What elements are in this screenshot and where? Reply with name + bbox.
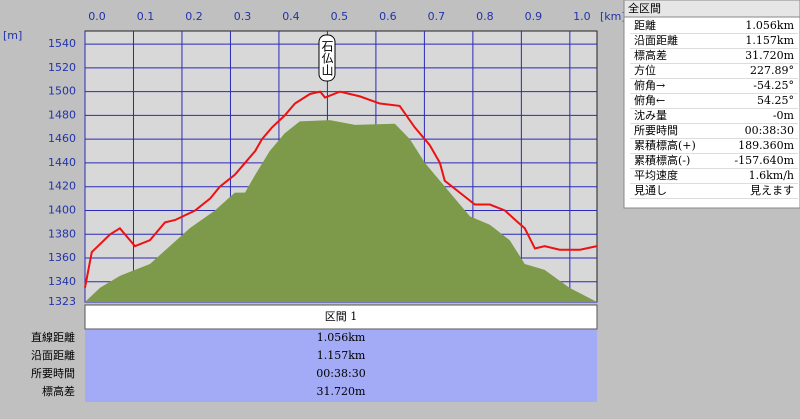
route-line: [84, 90, 598, 288]
summary-title: 全区間: [628, 1, 661, 15]
summary-value: 227.89°: [750, 64, 794, 77]
x-unit: [km]: [600, 10, 626, 23]
section-value: 31.720m: [317, 385, 366, 398]
summary-label: 累積標高(-): [634, 153, 690, 167]
summary-value: -0m: [773, 109, 795, 122]
summary-label: 所要時間: [634, 124, 678, 137]
y-tick-label: 1360: [48, 251, 76, 264]
y-tick-label: 1480: [48, 108, 76, 121]
y-tick-label: 1540: [48, 37, 76, 50]
summary-value: 189.360m: [738, 139, 794, 152]
y-tick-label: 1440: [48, 156, 76, 169]
x-tick-label: 0.4: [282, 10, 300, 23]
x-tick-label: 0.3: [234, 10, 252, 23]
summary-label: 平均速度: [634, 168, 678, 182]
section-label: 直線距離: [31, 330, 75, 344]
x-tick-label: 0.6: [379, 10, 397, 23]
section-label: 所要時間: [31, 367, 75, 380]
section-title: 区間 1: [325, 310, 358, 323]
section-value: 1.056km: [317, 331, 366, 344]
section-value: 1.157km: [317, 349, 366, 362]
y-tick-label: 1380: [48, 227, 76, 240]
section-value: 00:38:30: [316, 367, 365, 380]
summary-label: 沈み量: [634, 108, 667, 122]
terrain-area: [85, 120, 597, 302]
summary-label: 沿面距離: [634, 33, 678, 47]
y-tick-label: 1520: [48, 61, 76, 74]
summary-label: 俯角→: [634, 78, 665, 92]
section-label: 標高差: [42, 384, 75, 398]
x-tick-label: 0.5: [331, 10, 349, 23]
x-tick-label: 0.9: [525, 10, 543, 23]
x-tick-label: 0.0: [88, 10, 106, 23]
summary-label: 累積標高(+): [634, 138, 696, 152]
summary-value: 1.056km: [745, 19, 794, 32]
summary-value: 1.6km/h: [749, 169, 794, 182]
summary-label: 俯角←: [634, 93, 665, 107]
summary-value: -157.640m: [734, 154, 794, 167]
summary-value: 00:38:30: [745, 124, 794, 137]
summary-label: 標高差: [634, 48, 667, 62]
summary-header: [623, 0, 800, 18]
summary-label: 距離: [634, 18, 656, 32]
y-tick-label: 1400: [48, 203, 76, 216]
x-tick-label: 0.8: [476, 10, 494, 23]
section-table: [85, 330, 597, 402]
section-label: 沿面距離: [31, 348, 75, 362]
summary-label: 見通し: [634, 184, 667, 197]
y-tick-label: 1500: [48, 85, 76, 98]
x-tick-label: 1.0: [573, 10, 591, 23]
y-tick-label: 1340: [48, 275, 76, 288]
y-tick-label: 1460: [48, 132, 76, 145]
annotation-box: [318, 34, 336, 82]
summary-value: 1.157km: [745, 34, 794, 47]
summary-value: -54.25°: [753, 79, 794, 92]
x-tick-label: 0.7: [428, 10, 446, 23]
summary-value: 31.720m: [745, 49, 794, 62]
summary-label: 方位: [634, 63, 656, 77]
x-tick-label: 0.1: [137, 10, 155, 23]
section-header: [84, 304, 598, 330]
y-tick-label: 1420: [48, 180, 76, 193]
peak-label: 石仏山: [320, 40, 334, 76]
x-tick-label: 0.2: [185, 10, 203, 23]
summary-panel: [623, 0, 800, 209]
y-tick-label: 1323: [48, 295, 76, 308]
summary-value: 見えます: [750, 184, 794, 197]
summary-value: 54.25°: [757, 94, 794, 107]
y-unit: [m]: [3, 29, 22, 42]
